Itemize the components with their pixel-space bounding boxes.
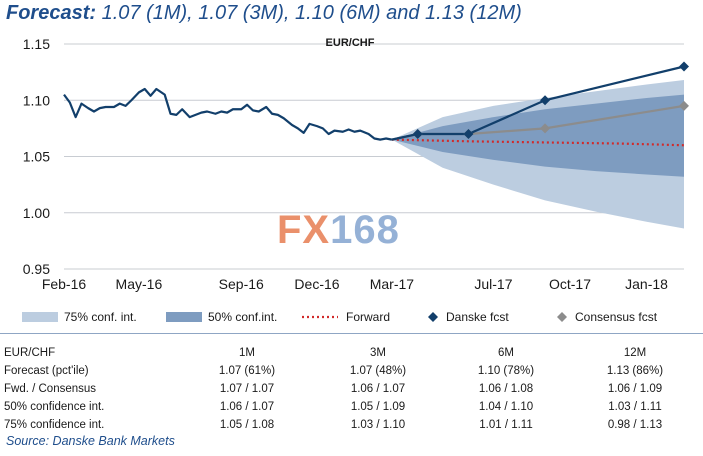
chart-subtitle: EUR/CHF bbox=[326, 37, 375, 49]
ci50-swatch bbox=[166, 312, 202, 322]
ci50-band bbox=[391, 94, 684, 177]
diamond-icon bbox=[428, 312, 438, 322]
legend-ci50-label: 50% conf.int. bbox=[208, 310, 278, 324]
y-tick-label: 0.95 bbox=[23, 261, 50, 277]
x-tick-label: May-16 bbox=[116, 276, 163, 292]
danske-marker bbox=[679, 61, 689, 72]
table-header-cell: 12M bbox=[623, 347, 647, 359]
y-axis-ticks: 0.95 1.00 1.05 1.10 1.15 bbox=[23, 36, 50, 277]
legend-ci75-label: 75% conf. int. bbox=[64, 310, 137, 324]
table-header-row: EUR/CHF 1M 3M 6M 12M bbox=[4, 344, 700, 362]
table-row: Fwd. / Consensus 1.07 / 1.07 1.06 / 1.07… bbox=[4, 380, 700, 398]
watermark-number: 168 bbox=[330, 208, 400, 252]
table-row: 75% confidence int. 1.05 / 1.08 1.03 / 1… bbox=[4, 416, 700, 434]
table-cell: 1.07 (61%) bbox=[218, 365, 276, 377]
legend-ci75: 75% conf. int. bbox=[22, 310, 137, 324]
consensus-marker bbox=[679, 100, 689, 111]
table-cell: 0.98 / 1.13 bbox=[607, 419, 663, 431]
consensus-marker bbox=[540, 123, 551, 134]
table-header-cell: 1M bbox=[239, 347, 255, 359]
x-tick-label: Dec-16 bbox=[294, 276, 339, 292]
legend-forward-label: Forward bbox=[346, 310, 391, 324]
table-cell: 1.10 (78%) bbox=[477, 365, 535, 377]
series-markers bbox=[412, 61, 689, 139]
y-tick-label: 1.00 bbox=[23, 205, 50, 221]
legend-danske-label: Danske fcst bbox=[446, 310, 509, 324]
watermark-fx: FX bbox=[277, 208, 331, 252]
table-cell: 1.06 / 1.08 bbox=[478, 383, 534, 395]
row-label: 50% confidence int. bbox=[4, 401, 105, 413]
table-header-cell: 6M bbox=[498, 347, 514, 359]
table-cell: 1.04 / 1.10 bbox=[478, 401, 534, 413]
ci75-swatch bbox=[22, 312, 58, 322]
table-row: Forecast (pct'ile) 1.07 (61%) 1.07 (48%)… bbox=[4, 362, 700, 380]
y-tick-label: 1.10 bbox=[23, 92, 50, 108]
table-cell: 1.07 / 1.07 bbox=[219, 383, 275, 395]
table-cell: 1.01 / 1.11 bbox=[479, 419, 533, 431]
table-row: 50% confidence int. 1.06 / 1.07 1.05 / 1… bbox=[4, 398, 700, 416]
legend-consensus-label: Consensus fcst bbox=[575, 310, 658, 324]
table-cell: 1.05 / 1.08 bbox=[219, 419, 275, 431]
table-cell: 1.06 / 1.07 bbox=[219, 401, 275, 413]
table-cell: 1.06 / 1.07 bbox=[350, 383, 406, 395]
y-tick-label: 1.05 bbox=[23, 149, 50, 165]
line-chart: 0.95 1.00 1.05 1.10 1.15 Feb-16 May-16 Sep-16 D… bbox=[23, 36, 689, 292]
legend-consensus: Consensus fcst bbox=[557, 310, 657, 324]
forward-line bbox=[391, 138, 685, 147]
table-cell: 1.06 / 1.09 bbox=[607, 383, 663, 395]
x-tick-label: Feb-16 bbox=[42, 276, 87, 292]
diamond-icon bbox=[557, 312, 567, 322]
forward-line-icon bbox=[302, 315, 338, 319]
history-line bbox=[63, 87, 393, 141]
x-tick-label: Oct-17 bbox=[549, 276, 591, 292]
table-cell: 1.05 / 1.09 bbox=[350, 401, 406, 413]
x-tick-label: Mar-17 bbox=[370, 276, 415, 292]
danske-marker bbox=[540, 95, 551, 106]
legend-forward: Forward bbox=[302, 310, 390, 324]
table-cell: 1.13 (86%) bbox=[606, 365, 664, 377]
danske-marker bbox=[463, 129, 474, 139]
table-cell: 1.03 / 1.10 bbox=[350, 419, 406, 431]
source-note: Source: Danske Bank Markets bbox=[6, 434, 175, 448]
divider bbox=[0, 333, 703, 334]
table-header-cell: EUR/CHF bbox=[4, 347, 56, 359]
x-axis-ticks: Feb-16 May-16 Sep-16 Dec-16 Mar-17 Jul-17 Oct-… bbox=[42, 276, 668, 292]
legend-danske: Danske fcst bbox=[428, 310, 509, 324]
table-cell: 1.03 / 1.11 bbox=[608, 401, 662, 413]
x-tick-label: Jan-18 bbox=[625, 276, 668, 292]
danske-marker bbox=[412, 129, 423, 139]
chart-title: Forecast: 1.07 (1M), 1.07 (3M), 1.10 (6M… bbox=[6, 2, 522, 25]
y-tick-label: 1.15 bbox=[23, 36, 50, 52]
x-tick-label: Jul-17 bbox=[474, 276, 512, 292]
title-prefix: Forecast: bbox=[6, 2, 97, 24]
row-label: Fwd. / Consensus bbox=[4, 383, 97, 395]
x-tick-label: Sep-16 bbox=[219, 276, 264, 292]
legend-ci50: 50% conf.int. bbox=[166, 310, 277, 324]
row-label: 75% confidence int. bbox=[4, 419, 105, 431]
table-cell: 1.07 (48%) bbox=[349, 365, 407, 377]
row-label: Forecast (pct'ile) bbox=[4, 365, 89, 377]
forecast-table: EUR/CHF 1M 3M 6M 12M Forecast (pct'ile) … bbox=[4, 344, 700, 434]
title-text: 1.07 (1M), 1.07 (3M), 1.10 (6M) and 1.13… bbox=[101, 2, 522, 24]
legend: 75% conf. int. 50% conf.int. Forward Dan… bbox=[0, 305, 703, 329]
table-header-cell: 3M bbox=[370, 347, 386, 359]
fx168-watermark: FX168 bbox=[277, 208, 400, 253]
